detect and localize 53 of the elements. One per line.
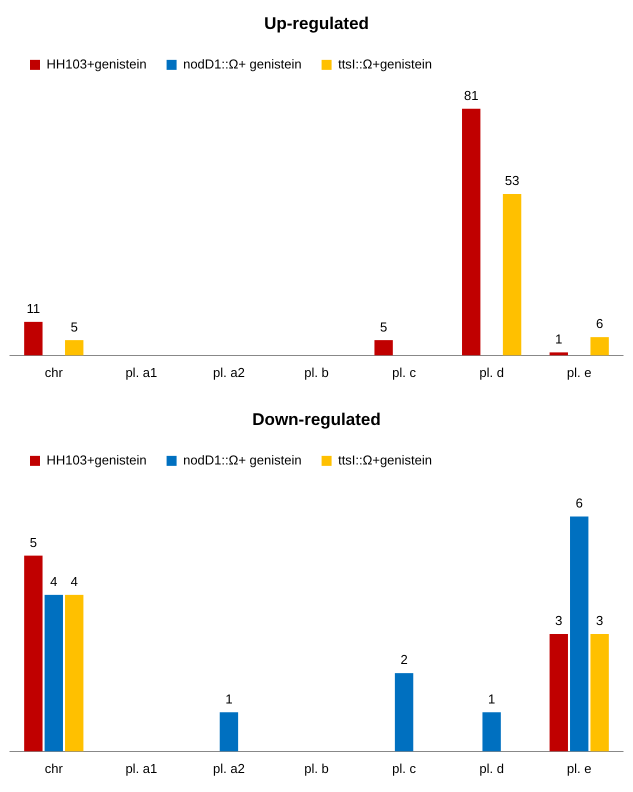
data-label: 1 — [555, 331, 562, 346]
bar — [65, 340, 84, 356]
data-label: 11 — [26, 300, 40, 316]
data-label: 2 — [400, 652, 408, 668]
legend-label: ttsI::Ω+genistein — [338, 452, 432, 468]
data-label: 5 — [30, 534, 37, 550]
bar — [550, 634, 568, 752]
x-tick-label: pl. d — [479, 364, 504, 380]
chart-title: Down-regulated — [252, 410, 381, 429]
x-tick-label: chr — [44, 760, 64, 776]
bar — [44, 594, 63, 752]
data-label: 53 — [504, 173, 520, 188]
x-tick-label: pl. a1 — [125, 364, 158, 380]
x-tick-label: chr — [44, 364, 64, 380]
legend-label: HH103+genistein — [46, 452, 147, 468]
bar — [482, 712, 501, 752]
bar — [462, 108, 480, 356]
bar — [374, 340, 393, 356]
data-label: 1 — [225, 691, 233, 706]
bar — [220, 712, 238, 752]
legend-label: ttsI::Ω+genistein — [338, 56, 432, 72]
x-tick-label: pl. a1 — [125, 760, 158, 776]
legend-label: nodD1::Ω+ genistein — [183, 452, 302, 468]
data-label: 4 — [70, 574, 78, 589]
x-tick-label: pl. b — [304, 364, 329, 380]
x-tick-label: pl. e — [566, 364, 592, 380]
data-label: 4 — [50, 574, 58, 589]
data-label: 5 — [70, 319, 78, 334]
bar — [502, 194, 522, 356]
bar — [590, 337, 609, 356]
data-label: 5 — [380, 319, 388, 334]
x-tick-label: pl. c — [392, 760, 416, 776]
x-tick-label: pl. c — [392, 364, 416, 380]
data-label: 6 — [596, 316, 604, 332]
bar — [570, 516, 588, 752]
x-tick-label: pl. e — [566, 760, 592, 776]
bar — [24, 556, 43, 752]
legend-label: HH103+genistein — [46, 56, 147, 72]
data-label: 81 — [464, 88, 478, 103]
data-label: 3 — [555, 613, 562, 628]
data-label: 6 — [576, 496, 583, 511]
x-tick-label: pl. a2 — [213, 760, 245, 776]
x-tick-label: pl. b — [304, 760, 329, 776]
legend-label: nodD1::Ω+ genistein — [183, 56, 302, 72]
data-label: 3 — [596, 613, 604, 628]
data-label: 1 — [488, 691, 496, 706]
chart-title: Up-regulated — [264, 14, 369, 33]
x-tick-label: pl. a2 — [213, 364, 245, 380]
bar — [394, 673, 414, 752]
bar — [590, 634, 609, 752]
x-tick-label: pl. d — [479, 760, 504, 776]
bar — [24, 322, 43, 356]
bar — [65, 594, 84, 752]
